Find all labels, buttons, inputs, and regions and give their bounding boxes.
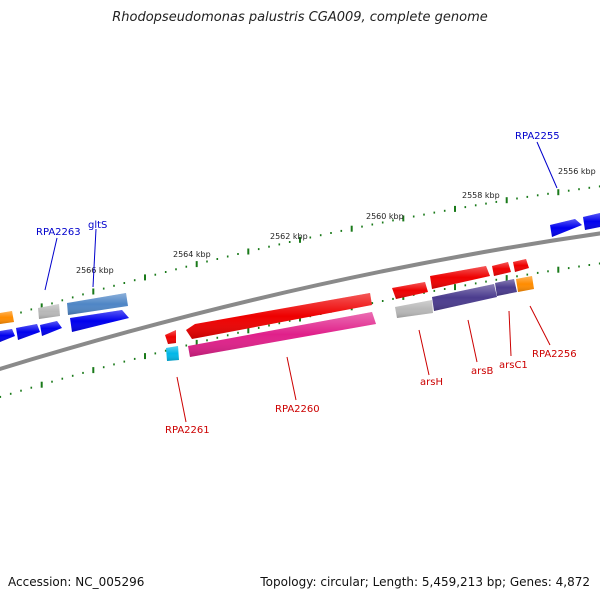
gene-arrow[interactable] <box>0 329 15 342</box>
gene-label-arsH[interactable]: arsH <box>420 377 443 388</box>
ruler-label-2556: 2556 kbp <box>558 167 596 176</box>
leader-RPA2255 <box>536 141 558 189</box>
gene-arrow[interactable] <box>0 311 14 324</box>
gene-arrow[interactable] <box>165 330 176 344</box>
topology-label: Topology: circular; Length: 5,459,213 bp… <box>260 575 590 589</box>
ruler-label-2558: 2558 kbp <box>462 191 500 200</box>
gene-arrow[interactable] <box>583 213 600 230</box>
reverse-strand-genes <box>166 276 534 361</box>
gene-label-RPA2256[interactable]: RPA2256 <box>532 349 577 360</box>
ruler-label-2564: 2564 kbp <box>173 250 211 259</box>
ruler-label-2562: 2562 kbp <box>270 232 308 241</box>
leader-arsH <box>418 329 430 376</box>
gene-arrow[interactable] <box>430 266 490 289</box>
label-leaders <box>44 141 558 423</box>
gene-arrow[interactable] <box>495 279 517 296</box>
gene-label-RPA2260[interactable]: RPA2260 <box>275 404 320 415</box>
leader-arsB <box>467 319 478 363</box>
gene-arrow[interactable] <box>516 276 534 292</box>
gene-arrow[interactable] <box>550 219 582 237</box>
gene-label-RPA2261[interactable]: RPA2261 <box>165 425 210 436</box>
leader-RPA2260 <box>286 356 297 401</box>
genome-backbone <box>0 231 600 372</box>
gene-arrow[interactable] <box>166 346 179 361</box>
ruler-labels: 2556 kbp 2558 kbp 2560 kbp 2562 kbp 2564… <box>76 167 596 275</box>
ruler-label-2566: 2566 kbp <box>76 266 114 275</box>
gene-arrow[interactable] <box>392 282 428 299</box>
leader-RPA2261 <box>176 376 187 423</box>
gene-label-RPA2263[interactable]: RPA2263 <box>36 227 81 238</box>
gene-arrow[interactable] <box>513 259 529 272</box>
gene-arrow[interactable] <box>40 321 62 336</box>
gene-arrow[interactable] <box>395 300 433 318</box>
gene-arrow[interactable] <box>16 324 40 340</box>
gene-arrow[interactable] <box>492 262 511 276</box>
leader-arsC1 <box>508 310 512 357</box>
gene-label-gltS[interactable]: gltS <box>88 220 107 231</box>
gene-label-RPA2255[interactable]: RPA2255 <box>515 131 560 142</box>
genome-title: Rhodopseudomonas palustris CGA009, compl… <box>112 10 488 25</box>
gene-labels-forward: RPA2255 RPA2263 gltS <box>36 131 560 238</box>
gene-label-arsC1[interactable]: arsC1 <box>499 360 528 371</box>
gene-labels-reverse: RPA2261 RPA2260 arsH arsB arsC1 RPA2256 <box>165 349 577 436</box>
leader-RPA2263 <box>44 237 58 291</box>
leader-gltS <box>92 228 97 288</box>
gene-arrow[interactable] <box>432 284 497 311</box>
leader-RPA2256 <box>529 305 551 346</box>
ruler-label-2560: 2560 kbp <box>366 212 404 221</box>
gene-label-arsB[interactable]: arsB <box>471 366 493 377</box>
accession-label: Accession: NC_005296 <box>8 575 145 589</box>
